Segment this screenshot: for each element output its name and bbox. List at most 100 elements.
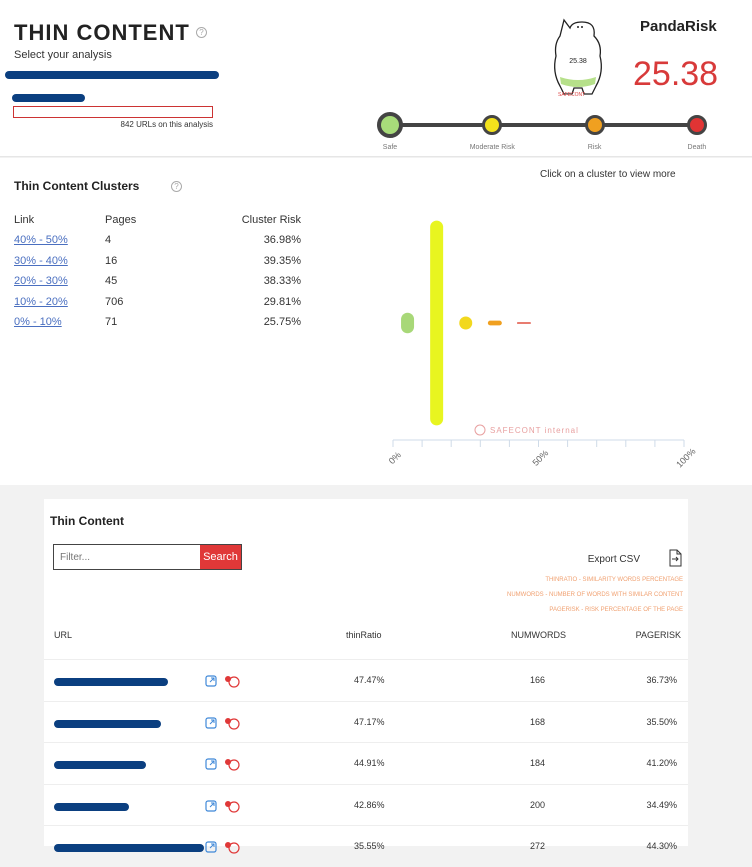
export-csv-button[interactable]: Export CSV [587, 554, 640, 565]
pagerisk-cell: 44.30% [646, 841, 677, 851]
thinratio-cell: 47.47% [354, 675, 385, 685]
table-row: 47.17% 168 35.50% [44, 700, 688, 743]
cluster-pages: 4 [105, 234, 112, 246]
note-thinratio: THINRATIO - SIMILARITY WORDS PERCENTAGE [545, 577, 683, 583]
url-count: 842 URLs on this analysis [120, 120, 214, 129]
cluster-risk: 38.33% [263, 275, 301, 287]
thinratio-cell: 44.91% [354, 758, 385, 768]
select-label: Select your analysis [14, 49, 112, 61]
cluster-chart[interactable]: 0% 50% 100% SAFECONT internal [380, 208, 700, 478]
cluster-risk: 36.98% [263, 234, 301, 246]
cluster-bubble[interactable] [430, 220, 444, 426]
numwords-cell: 184 [530, 758, 546, 768]
cluster-link[interactable]: 10% - 20% [14, 295, 68, 308]
analysis-name [12, 94, 85, 102]
risk-level-label: Safe [382, 144, 398, 151]
cluster-risk: 29.81% [263, 295, 301, 308]
numwords-cell: 166 [530, 675, 546, 685]
open-link-icon[interactable] [205, 841, 217, 853]
thinratio-cell: 47.17% [354, 716, 385, 727]
header-section: THIN CONTENT ? Select your analysis 842 … [0, 0, 752, 157]
clusters-table: Link Pages Cluster Risk 40% - 50% 4 36.98%… [14, 214, 301, 337]
x-tick-label: 50% [530, 448, 550, 468]
page-title: THIN CONTENT [14, 20, 190, 45]
risk-level-label: Risk [587, 144, 602, 151]
url-link[interactable] [54, 844, 204, 852]
cluster-row: 40% - 50% 4 36.98% [14, 234, 301, 255]
cluster-bubble[interactable] [459, 316, 473, 330]
clusters-header: Link Pages Cluster Risk [14, 214, 301, 234]
safecont-analyze-icon[interactable] [224, 799, 240, 813]
filter-input[interactable] [53, 544, 200, 570]
thin-content-card: Thin Content Search Export CSV THINRATIO… [44, 499, 688, 854]
safecont-analyze-icon[interactable] [224, 757, 240, 771]
cluster-row: 30% - 40% 16 39.35% [14, 255, 301, 276]
thinratio-cell: 35.55% [354, 841, 385, 851]
analysis-select[interactable] [5, 71, 219, 79]
cluster-link[interactable]: 30% - 40% [14, 254, 68, 267]
risk-level-label: Death [687, 144, 707, 151]
risk-level-dot [482, 115, 503, 135]
table-row: 42.86% 200 34.49% [44, 783, 688, 826]
cluster-bubble[interactable] [516, 322, 531, 324]
pagerisk-cell: 35.50% [646, 716, 677, 727]
table-title: Thin Content [50, 514, 124, 528]
pandarisk-score: 25.38 [633, 55, 719, 93]
search-button[interactable]: Search [200, 544, 242, 570]
thinratio-cell: 42.86% [354, 799, 385, 810]
url-link[interactable] [54, 761, 146, 769]
cluster-link[interactable]: 20% - 30% [14, 275, 68, 287]
open-link-icon[interactable] [205, 716, 217, 729]
clusters-section: Thin Content Clusters ? Link Pages Clust… [0, 158, 752, 485]
x-tick-label: 100% [674, 446, 697, 469]
cluster-bubble[interactable] [487, 320, 502, 326]
col-link: Link [14, 214, 35, 226]
open-link-icon[interactable] [205, 675, 217, 687]
col-pages: Pages [105, 214, 137, 226]
clusters-title: Thin Content Clusters [14, 179, 140, 193]
safecont-analyze-icon[interactable] [224, 674, 240, 688]
cluster-pages: 71 [105, 316, 118, 328]
numwords-cell: 200 [530, 799, 546, 810]
col-numwords[interactable]: NUMWORDS [511, 630, 566, 640]
pagerisk-cell: 34.49% [646, 799, 677, 810]
open-link-icon[interactable] [205, 758, 217, 770]
risk-level-dot [686, 115, 707, 135]
question-circle-icon[interactable]: ? [196, 27, 207, 38]
question-circle-icon[interactable]: ? [171, 181, 182, 192]
cluster-row: 20% - 30% 45 38.33% [14, 275, 301, 296]
col-pagerisk[interactable]: PAGERISK [635, 630, 681, 640]
note-pagerisk: PAGERISK - RISK PERCENTAGE OF THE PAGE [549, 607, 683, 613]
analysis-input[interactable] [13, 106, 213, 118]
table-row: 47.47% 166 36.73% [44, 659, 688, 701]
mascot-brand: SAFECONT [558, 92, 586, 98]
url-link[interactable] [54, 678, 168, 686]
url-link[interactable] [54, 802, 129, 811]
cluster-link[interactable]: 0% - 10% [14, 316, 62, 328]
panda-mascot-icon: 25.38 [554, 18, 602, 95]
open-link-icon[interactable] [205, 799, 217, 812]
risk-scale-line [390, 123, 697, 127]
safecont-analyze-icon[interactable] [224, 840, 240, 854]
risk-level-dot [584, 115, 605, 135]
note-numwords: NUMWORDS - NUMBER OF WORDS WITH SIMILAR … [507, 592, 683, 598]
col-thinratio[interactable]: thinRatio [346, 630, 382, 640]
export-file-icon[interactable] [669, 549, 682, 567]
cluster-pages: 45 [105, 275, 118, 287]
numwords-cell: 168 [530, 716, 546, 727]
cluster-row: 10% - 20% 706 29.81% [14, 296, 301, 317]
url-link[interactable] [54, 719, 161, 728]
cluster-bubble[interactable] [401, 312, 415, 334]
cluster-link[interactable]: 40% - 50% [14, 234, 68, 246]
safecont-logo-icon [474, 424, 486, 436]
cluster-risk: 39.35% [263, 254, 301, 267]
cluster-risk: 25.75% [263, 316, 301, 328]
cluster-row: 0% - 10% 71 25.75% [14, 316, 301, 337]
cluster-pages: 706 [105, 295, 124, 308]
cluster-hint: Click on a cluster to view more [540, 169, 676, 180]
watermark: SAFECONT internal [490, 426, 579, 435]
col-risk: Cluster Risk [241, 214, 301, 226]
x-tick-label: 0% [387, 450, 403, 466]
safecont-analyze-icon[interactable] [224, 716, 240, 730]
col-url[interactable]: URL [54, 630, 73, 640]
